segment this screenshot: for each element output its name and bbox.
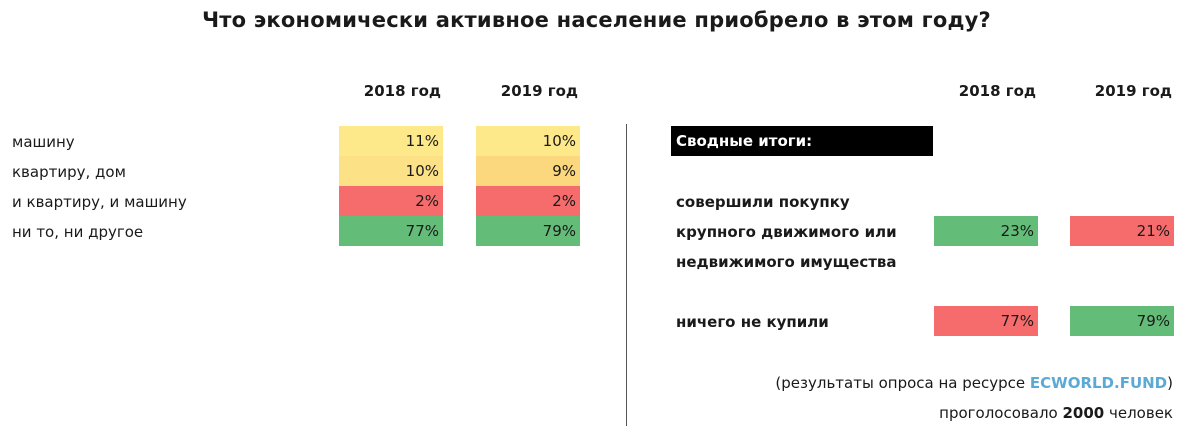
row-label-neither: ни то, ни другое [12, 223, 144, 241]
summary-label-bought-line2: крупного движимого или [676, 223, 897, 241]
chart-title: Что экономически активное население прио… [202, 8, 991, 32]
votes-prefix: проголосовало [939, 404, 1063, 422]
cell-apartment-2019: 9% [476, 156, 580, 186]
left-col-header-2019: 2019 год [500, 82, 578, 100]
votes-count: 2000 [1062, 404, 1105, 422]
cell-neither-2019: 79% [476, 216, 580, 246]
votes-note: проголосовало 2000 человек [939, 404, 1173, 422]
cell-apartment-2018: 10% [339, 156, 443, 186]
summary-label-nothing: ничего не купили [676, 313, 829, 331]
source-prefix: (результаты опроса на ресурсе [775, 374, 1030, 392]
source-note: (результаты опроса на ресурсе ECWORLD.FU… [775, 374, 1173, 392]
left-col-header-2018: 2018 год [363, 82, 441, 100]
cell-car-2019: 10% [476, 126, 580, 156]
cell-nothing-2019: 79% [1070, 306, 1174, 336]
right-col-header-2019: 2019 год [1094, 82, 1172, 100]
cell-neither-2018: 77% [339, 216, 443, 246]
summary-label-bought-line1: совершили покупку [676, 193, 850, 211]
votes-suffix: человек [1104, 404, 1173, 422]
summary-header: Сводные итоги: [671, 126, 933, 156]
cell-both-2018: 2% [339, 186, 443, 216]
summary-label-bought-line3: недвижимого имущества [676, 253, 897, 271]
vertical-divider [626, 124, 627, 426]
source-link[interactable]: ECWORLD.FUND [1029, 374, 1168, 392]
right-col-header-2018: 2018 год [958, 82, 1036, 100]
cell-nothing-2018: 77% [934, 306, 1038, 336]
cell-bought-2019: 21% [1070, 216, 1174, 246]
row-label-both: и квартиру, и машину [12, 193, 187, 211]
cell-bought-2018: 23% [934, 216, 1038, 246]
cell-both-2019: 2% [476, 186, 580, 216]
cell-car-2018: 11% [339, 126, 443, 156]
row-label-apartment: квартиру, дом [12, 163, 126, 181]
row-label-car: машину [12, 133, 75, 151]
source-suffix: ) [1167, 374, 1173, 392]
